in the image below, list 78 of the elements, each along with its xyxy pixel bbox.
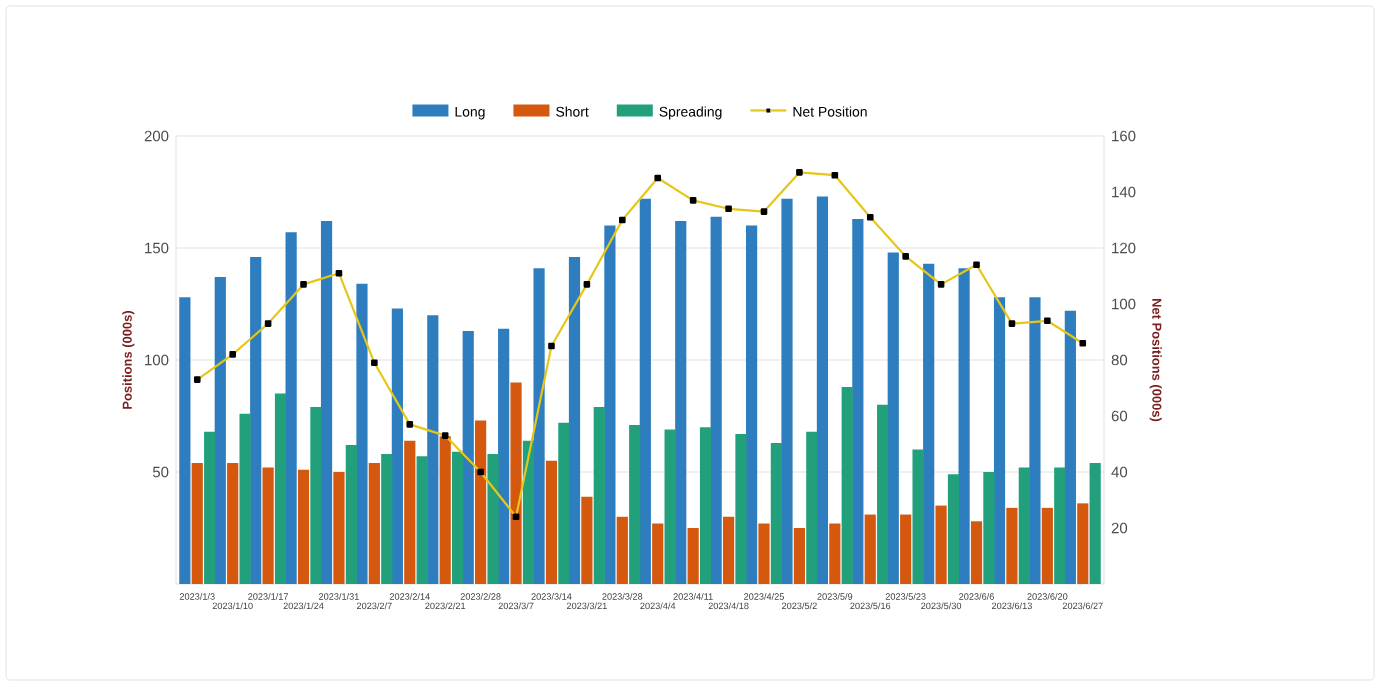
bar	[699, 427, 712, 584]
bar	[262, 467, 274, 584]
bar	[710, 216, 722, 584]
bar	[333, 472, 345, 584]
bar	[604, 225, 616, 584]
bar	[404, 440, 416, 584]
bar	[368, 463, 380, 584]
bar	[381, 454, 393, 584]
bar	[274, 393, 287, 584]
bar	[310, 407, 322, 584]
bar	[852, 218, 864, 584]
bar	[297, 469, 310, 584]
bar	[864, 514, 876, 584]
bar	[735, 433, 747, 584]
bar	[1054, 467, 1066, 584]
bar	[1041, 507, 1053, 584]
bar	[923, 263, 935, 584]
bar	[983, 472, 995, 584]
bar	[781, 198, 793, 584]
bar	[227, 463, 239, 584]
bar	[806, 431, 818, 584]
bar	[522, 440, 535, 584]
bar	[935, 505, 947, 584]
bar	[970, 521, 983, 584]
bar	[452, 451, 464, 584]
bar	[770, 442, 782, 584]
bar	[722, 516, 735, 584]
bar	[239, 413, 251, 584]
bar	[687, 528, 699, 584]
bar	[993, 297, 1006, 584]
bar	[793, 528, 806, 584]
bar	[829, 523, 841, 584]
bar	[675, 221, 687, 584]
bar	[629, 424, 641, 584]
bar	[416, 456, 428, 584]
bar	[285, 232, 297, 584]
bar	[179, 297, 191, 584]
bar	[191, 463, 203, 584]
bar	[533, 268, 545, 584]
bar	[475, 420, 487, 584]
bar	[427, 315, 439, 584]
bar	[250, 256, 262, 584]
bar	[214, 277, 226, 584]
bar	[498, 328, 510, 584]
bar	[652, 523, 664, 584]
bar	[877, 404, 889, 584]
bar	[947, 474, 960, 584]
bar	[356, 283, 368, 584]
bar	[581, 496, 593, 584]
bar	[887, 252, 899, 584]
bar	[1064, 310, 1076, 584]
bar	[545, 460, 558, 584]
bar	[664, 429, 676, 584]
bar	[320, 221, 333, 584]
bar	[568, 256, 581, 584]
bar	[616, 516, 628, 584]
bar	[439, 436, 451, 584]
bar	[816, 196, 829, 584]
bar	[900, 514, 912, 584]
bar	[912, 449, 924, 584]
bar	[204, 431, 216, 584]
bar	[558, 422, 570, 584]
bar	[758, 523, 770, 584]
bar	[745, 225, 758, 584]
bar	[593, 407, 605, 584]
bar	[958, 268, 970, 584]
bar	[487, 454, 499, 584]
bar	[1029, 297, 1041, 584]
bar	[391, 308, 403, 584]
bar	[1006, 507, 1018, 584]
bar	[510, 382, 522, 584]
bar	[462, 330, 474, 584]
bar	[345, 445, 357, 584]
bar	[1089, 463, 1101, 584]
bar	[1077, 503, 1089, 584]
bar	[841, 386, 853, 584]
bar	[1018, 467, 1030, 584]
bar	[639, 198, 651, 584]
